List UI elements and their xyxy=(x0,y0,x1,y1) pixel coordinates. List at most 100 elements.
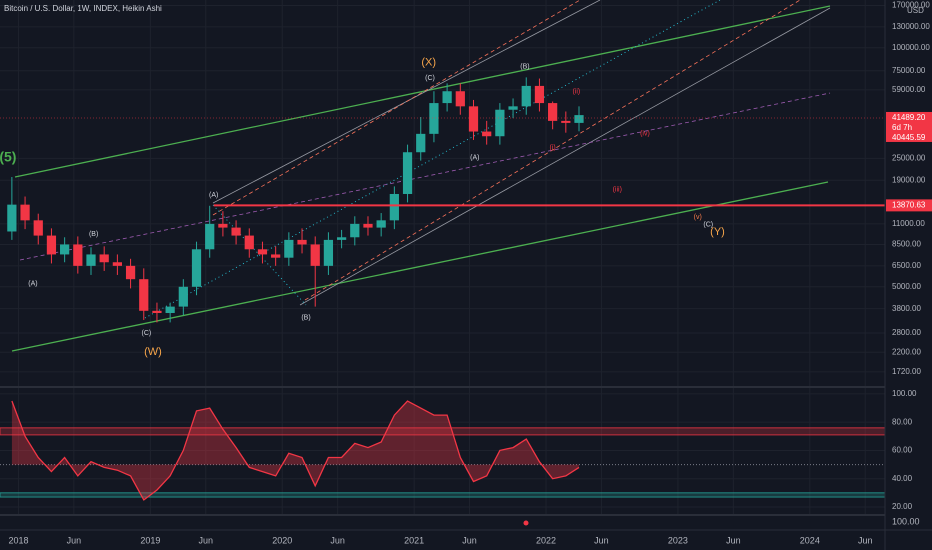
y-tick-label: 80.00 xyxy=(892,417,913,426)
x-tick-label: Jun xyxy=(594,535,609,545)
y-tick-label: 20.00 xyxy=(892,502,913,511)
candle-body xyxy=(178,286,188,307)
candle-body xyxy=(205,223,215,250)
wave-label: (A) xyxy=(28,281,37,288)
indicator-area xyxy=(11,401,579,500)
y-tick-label: 170000.00 xyxy=(892,1,930,10)
x-tick-label: 2021 xyxy=(404,535,424,545)
candle-body xyxy=(442,91,452,104)
wave-label: (A) xyxy=(470,155,479,162)
candle-body xyxy=(389,193,399,221)
wave-label: (B) xyxy=(520,63,529,70)
candle-body xyxy=(508,106,518,110)
candle-body xyxy=(495,109,505,137)
event-dot xyxy=(523,520,529,526)
candle-body xyxy=(323,239,334,266)
candle-body xyxy=(152,310,162,313)
wave-label: (Y) xyxy=(710,226,725,238)
candle-body xyxy=(561,120,571,123)
wave-label: (A) xyxy=(209,192,218,199)
candle-body xyxy=(46,235,57,255)
parallel-line xyxy=(212,0,581,216)
wave-label: (iii) xyxy=(613,186,622,193)
candle-body xyxy=(548,103,558,121)
x-tick-label: 2024 xyxy=(800,535,820,545)
y-tick-label: 60.00 xyxy=(892,446,913,455)
parallel-line xyxy=(304,0,801,301)
wave-label: (C) xyxy=(703,221,713,228)
wave-label: (5) xyxy=(0,148,16,164)
parallel-line xyxy=(299,7,831,306)
parallel-line xyxy=(144,0,721,319)
grid xyxy=(0,0,885,515)
y-tick-label: 75000.00 xyxy=(892,66,926,75)
currency-label: USD xyxy=(907,6,924,15)
wave-label: (B) xyxy=(89,231,98,238)
wave-label: (C) xyxy=(425,75,435,82)
candle-body xyxy=(482,131,492,137)
x-tick-label: Jun xyxy=(198,535,213,545)
y-tick-label: 8500.00 xyxy=(892,240,921,249)
x-tick-label: 2018 xyxy=(8,535,28,545)
candle-body xyxy=(574,115,584,123)
candle-body xyxy=(257,249,268,255)
x-tick-label: Jun xyxy=(726,535,741,545)
wave-label: (ii) xyxy=(572,89,580,96)
level-tag-label: 13870.63 xyxy=(892,200,926,209)
wave-label: (X) xyxy=(421,57,436,69)
candle-body xyxy=(218,223,228,228)
candle-body xyxy=(86,254,96,266)
y-tick-label: 1720.00 xyxy=(892,367,921,376)
wave-label: (v) xyxy=(694,214,702,221)
candle-body xyxy=(231,227,241,236)
pane3-label: 100.00 xyxy=(892,516,920,526)
chart-title: Bitcoin / U.S. Dollar, 1W, INDEX, Heikin… xyxy=(4,4,162,13)
channel-upper xyxy=(14,5,831,178)
candle-body xyxy=(165,306,175,313)
candle-body xyxy=(402,152,413,194)
candle-body xyxy=(7,204,17,232)
x-tick-label: 2022 xyxy=(536,535,556,545)
candle-body xyxy=(191,249,202,287)
x-tick-label: Jun xyxy=(67,535,82,545)
y-tick-label: 100000.00 xyxy=(892,43,930,52)
candle-body xyxy=(244,235,254,250)
candle-body xyxy=(33,220,43,236)
y-tick-label: 2200.00 xyxy=(892,347,921,356)
candle-body xyxy=(429,103,439,134)
candle-body xyxy=(60,244,70,255)
lower_band xyxy=(0,492,886,498)
y-tick-label: 40.00 xyxy=(892,474,913,483)
wave-label: (C) xyxy=(142,330,152,337)
candle-body xyxy=(534,85,545,104)
candle-body xyxy=(139,279,149,311)
candle-body xyxy=(376,220,386,228)
x-tick-label: 2023 xyxy=(668,535,688,545)
candle-body xyxy=(297,239,307,245)
candle-body xyxy=(112,262,123,266)
price-tag xyxy=(886,111,932,142)
wave-label: (i) xyxy=(550,144,556,151)
indicator-pane xyxy=(0,393,886,508)
x-tick-label: Jun xyxy=(462,535,477,545)
candles xyxy=(7,77,885,323)
trend-lines xyxy=(11,0,831,352)
x-tick-label: Jun xyxy=(330,535,345,545)
y-tick-label: 5000.00 xyxy=(892,282,921,291)
channel-lower xyxy=(11,181,829,352)
indicator-line xyxy=(11,400,580,501)
y-tick-label: 3800.00 xyxy=(892,304,921,313)
candle-body xyxy=(521,85,531,107)
candle-body xyxy=(284,239,294,258)
y-tick-label: 11000.00 xyxy=(892,219,925,228)
candle-body xyxy=(468,106,479,132)
y-tick-label: 100.00 xyxy=(892,389,917,398)
x-tick-label: 2019 xyxy=(140,535,160,545)
candle-body xyxy=(416,133,426,153)
candle-body xyxy=(350,223,360,238)
candle-body xyxy=(271,254,281,258)
